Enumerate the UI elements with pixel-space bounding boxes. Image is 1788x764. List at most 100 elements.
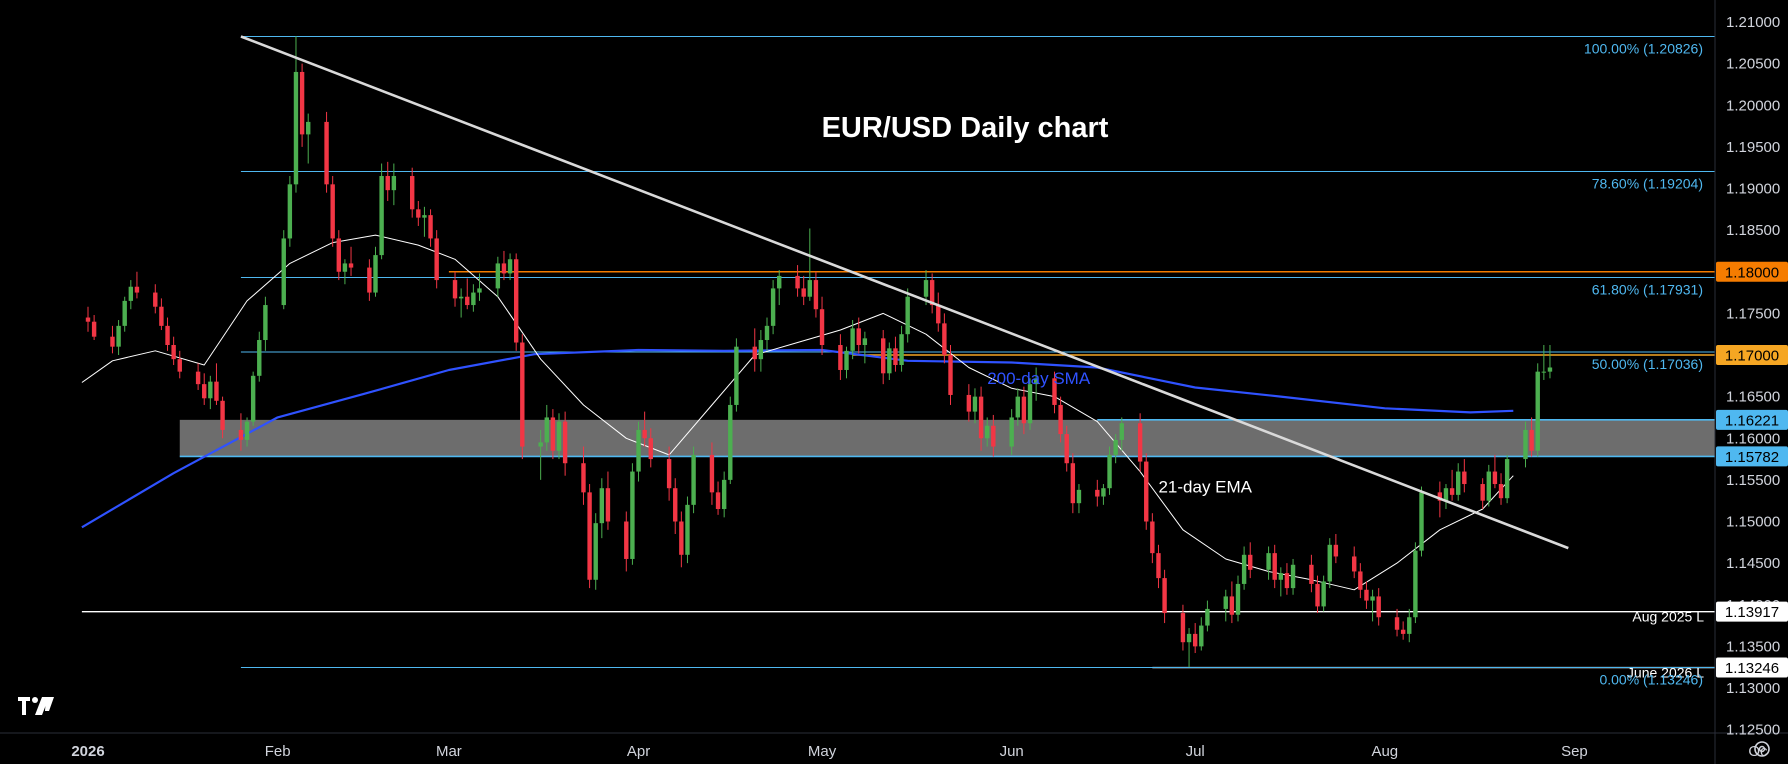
candle-body-136 xyxy=(1248,554,1253,570)
y-tick-label-3: 1.19500 xyxy=(1726,139,1780,156)
y-tick-label-13: 1.14500 xyxy=(1726,555,1780,572)
level-label-4: Aug 2025 L xyxy=(1632,609,1704,625)
candle-body-20 xyxy=(257,340,262,376)
price-badge-2 xyxy=(1716,409,1788,430)
candle-body-114 xyxy=(1064,434,1069,464)
candle-body-101 xyxy=(948,355,953,395)
candle-body-50 xyxy=(513,259,519,343)
candle-body-135 xyxy=(1241,554,1247,584)
candle-body-110 xyxy=(1027,384,1033,424)
candle-body-48 xyxy=(501,263,507,274)
candle-body-139 xyxy=(1278,573,1284,580)
x-tick-label-9: Oc xyxy=(1748,743,1768,760)
candle-body-127 xyxy=(1180,613,1186,643)
candle-body-55 xyxy=(556,421,562,451)
candle-body-63 xyxy=(630,471,635,559)
candle-body-152 xyxy=(1394,617,1400,630)
trendline-layer xyxy=(240,35,1569,550)
candle-body-164 xyxy=(1492,471,1498,485)
price-badge-text-0: 1.18000 xyxy=(1725,264,1779,281)
candle-body-69 xyxy=(679,521,684,555)
candle-body-85 xyxy=(813,280,819,310)
y-tick-label-4: 1.19000 xyxy=(1726,181,1780,198)
candle-body-18 xyxy=(244,421,250,440)
candle-body-138 xyxy=(1272,553,1277,580)
candle-body-2 xyxy=(110,336,115,347)
x-tick-label-2: Mar xyxy=(436,743,462,760)
candle-body-109 xyxy=(1021,396,1027,424)
candle-body-169 xyxy=(1535,371,1540,451)
candle-body-16 xyxy=(220,400,225,430)
candle-body-98 xyxy=(929,280,935,306)
candle-body-1 xyxy=(91,321,97,337)
y-tick-label-12: 1.15000 xyxy=(1726,514,1780,531)
candle-body-54 xyxy=(550,417,556,451)
candle-body-142 xyxy=(1309,564,1314,584)
candle-body-33 xyxy=(373,255,378,293)
candle-body-27 xyxy=(324,121,329,185)
candle-body-46 xyxy=(477,288,482,293)
candle-body-151 xyxy=(1376,596,1381,618)
candles-layer xyxy=(85,36,1553,668)
candle-body-31 xyxy=(348,263,354,268)
candle-body-75 xyxy=(728,404,733,480)
fib-layer: 100.00% (1.20826) 78.60% (1.19204) 61.80% … xyxy=(240,35,1715,688)
x-tick-label-6: Jul xyxy=(1186,743,1205,760)
candle-body-30 xyxy=(342,263,348,272)
candle-body-106 xyxy=(991,425,996,447)
candle-body-91 xyxy=(862,338,868,346)
candle-body-167 xyxy=(1523,429,1528,460)
candle-body-159 xyxy=(1449,488,1455,495)
y-tick-label-15: 1.13500 xyxy=(1726,638,1780,655)
candle-body-14 xyxy=(208,381,213,399)
support-zone xyxy=(179,419,1715,457)
candle-body-59 xyxy=(593,523,598,580)
candle-body-37 xyxy=(410,176,415,210)
candle-body-81 xyxy=(777,275,782,289)
candle-body-28 xyxy=(330,184,335,239)
annotation-0: 200-day SMA xyxy=(987,369,1091,388)
candle-body-157 xyxy=(1437,492,1443,501)
candle-body-163 xyxy=(1486,471,1491,501)
candle-body-84 xyxy=(807,280,813,297)
candle-body-64 xyxy=(636,429,641,472)
trendline xyxy=(240,35,1569,550)
price-badge-5 xyxy=(1716,657,1788,678)
candle-body-90 xyxy=(856,328,861,346)
candle-body-103 xyxy=(972,396,978,412)
candle-body-160 xyxy=(1456,471,1461,495)
candle-body-77 xyxy=(752,346,757,360)
candle-body-126 xyxy=(1162,578,1167,614)
candle-body-124 xyxy=(1150,521,1155,554)
candle-body-118 xyxy=(1101,488,1106,497)
candle-body-171 xyxy=(1547,367,1553,372)
candle-body-10 xyxy=(171,345,176,360)
gear-icon[interactable] xyxy=(1754,741,1770,757)
candle-body-58 xyxy=(587,492,592,580)
candle-body-40 xyxy=(428,215,433,239)
candle-body-6 xyxy=(134,286,140,293)
y-tick-label-7: 1.17500 xyxy=(1726,305,1780,322)
candle-body-65 xyxy=(642,429,647,439)
candle-body-15 xyxy=(214,381,219,401)
candle-body-130 xyxy=(1199,625,1204,647)
zone-layer xyxy=(179,419,1715,457)
candle-body-115 xyxy=(1070,463,1076,504)
candle-body-79 xyxy=(764,325,770,341)
x-tick-label-8: Sep xyxy=(1561,743,1588,760)
candle-body-26 xyxy=(306,121,311,135)
candle-body-122 xyxy=(1137,423,1143,462)
candle-body-86 xyxy=(819,309,825,346)
candle-body-117 xyxy=(1095,489,1100,497)
candle-body-52 xyxy=(538,442,543,447)
candle-body-111 xyxy=(1033,378,1039,385)
candle-body-83 xyxy=(801,288,806,297)
candle-body-45 xyxy=(471,292,476,306)
candle-body-125 xyxy=(1156,553,1161,579)
y-tick-label-9: 1.16500 xyxy=(1726,389,1780,406)
candle-body-39 xyxy=(422,215,427,218)
candle-body-42 xyxy=(452,280,458,299)
candle-body-8 xyxy=(159,306,164,326)
price-badge-0 xyxy=(1716,261,1788,282)
